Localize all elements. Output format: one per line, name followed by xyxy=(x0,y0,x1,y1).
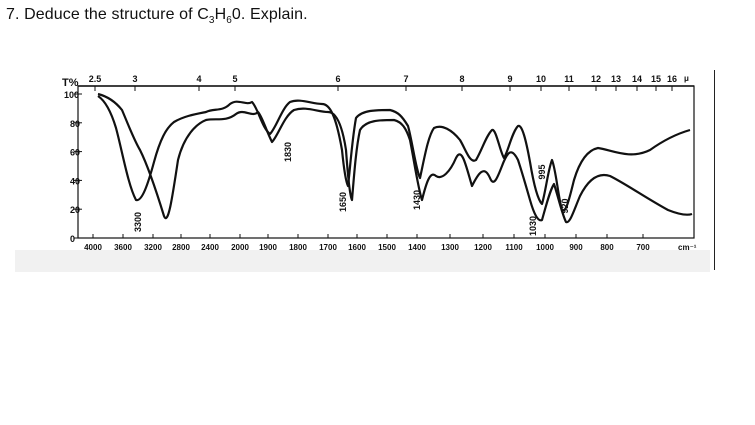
y-tick-label: 80 xyxy=(70,119,80,129)
micron-tick-label: 7 xyxy=(403,74,408,84)
peak-label: 3300 xyxy=(133,212,143,232)
wavenumber-tick-label: 1500 xyxy=(378,243,396,252)
peak-label: 920 xyxy=(560,198,570,213)
micron-axis-ticks: 2.5 3 4 5 6 7 8 9 10 11 12 13 14 15 16 μ xyxy=(89,74,689,91)
y-tick-label: 40 xyxy=(70,176,80,186)
micron-tick-label: 4 xyxy=(196,74,201,84)
wavenumber-tick-label: 1900 xyxy=(259,243,277,252)
wavenumber-tick-label: 800 xyxy=(600,243,614,252)
peak-label: 1430 xyxy=(412,190,422,210)
micron-tick-label: 2.5 xyxy=(89,74,102,84)
y-tick-label: 100 xyxy=(64,90,79,100)
wavenumber-tick-label: 1100 xyxy=(505,243,523,252)
spectrum-trace-outer xyxy=(97,95,691,212)
spectrum-trace-inner xyxy=(97,92,693,224)
scan-shadow xyxy=(15,250,710,272)
question-text: 7. Deduce the structure of C3H60. Explai… xyxy=(6,6,308,26)
micron-tick-label: 16 xyxy=(667,74,677,84)
transmittance-label: T% xyxy=(62,77,79,89)
wavenumber-tick-label: 1800 xyxy=(289,243,307,252)
wavenumber-tick-label: 3600 xyxy=(114,243,132,252)
wavenumber-tick-label: 1200 xyxy=(474,243,492,252)
wavenumber-tick-label: 900 xyxy=(569,243,583,252)
micron-unit: μ xyxy=(684,74,689,83)
micron-tick-label: 9 xyxy=(507,74,512,84)
y-axis-ticks: 100 80 60 40 20 0 xyxy=(64,90,82,244)
plot-frame xyxy=(77,85,695,239)
wavenumber-tick-label: 4000 xyxy=(84,243,102,252)
wavenumber-axis-ticks: 4000 3600 3200 2800 2400 2000 1900 1800 1700 1600… xyxy=(84,234,650,252)
micron-tick-label: 8 xyxy=(459,74,464,84)
peak-label: 1830 xyxy=(283,142,293,162)
wavenumber-tick-label: 1700 xyxy=(319,243,337,252)
peak-label: 995 xyxy=(537,164,547,179)
page-edge-line xyxy=(714,70,715,270)
y-tick-label: 60 xyxy=(70,148,80,158)
wavenumber-tick-label: 1300 xyxy=(441,243,459,252)
formula-subscript-carbon: 3 xyxy=(208,15,215,27)
micron-tick-label: 3 xyxy=(132,74,137,84)
y-tick-label: 0 xyxy=(70,234,75,244)
micron-tick-label: 11 xyxy=(564,74,574,84)
peak-label: 1650 xyxy=(338,192,348,212)
question-suffix: 0. Explain. xyxy=(231,6,308,23)
wavenumber-tick-label: 2400 xyxy=(201,243,219,252)
wavenumber-tick-label: 1400 xyxy=(408,243,426,252)
question-hydrogen: H xyxy=(214,6,227,23)
wavenumber-tick-label: 2000 xyxy=(231,243,249,252)
formula-subscript-hydrogen: 6 xyxy=(226,15,232,27)
micron-tick-label: 10 xyxy=(536,74,546,84)
micron-tick-label: 6 xyxy=(335,74,340,84)
wavenumber-tick-label: 1000 xyxy=(536,243,554,252)
question-prefix: 7. Deduce the structure of C xyxy=(6,6,209,23)
micron-tick-label: 5 xyxy=(232,74,237,84)
wavenumber-tick-label: 700 xyxy=(636,243,650,252)
wavenumber-tick-label: 2800 xyxy=(172,243,190,252)
micron-tick-label: 13 xyxy=(611,74,621,84)
micron-tick-label: 15 xyxy=(651,74,661,84)
micron-tick-label: 14 xyxy=(632,74,642,84)
micron-tick-label: 12 xyxy=(591,74,601,84)
peak-label: 1030 xyxy=(528,216,538,236)
wavenumber-tick-label: 1600 xyxy=(348,243,366,252)
peak-labels: 3300 1830 1650 1430 1030 995 920 xyxy=(133,142,570,236)
y-tick-label: 20 xyxy=(70,205,80,215)
wavenumber-tick-label: 3200 xyxy=(144,243,162,252)
wavenumber-unit: cm⁻¹ xyxy=(678,243,697,252)
